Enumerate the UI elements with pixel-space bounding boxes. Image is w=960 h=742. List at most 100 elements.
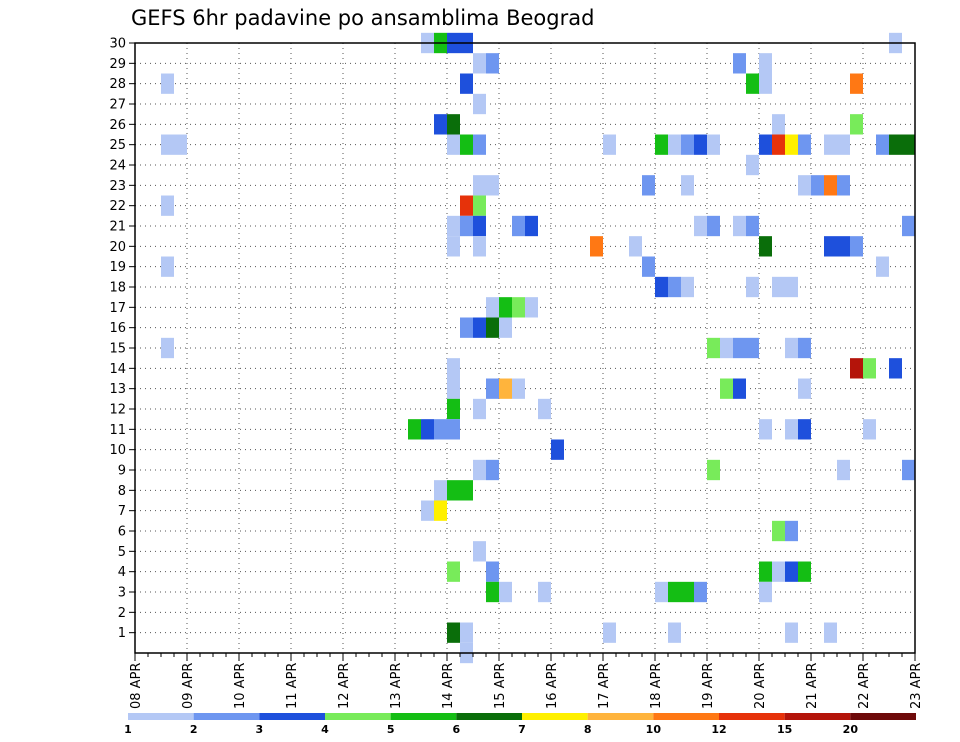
precip-cell	[486, 53, 499, 74]
y-tick-label: 9	[118, 464, 126, 479]
precip-cell	[421, 419, 434, 440]
precip-cell	[902, 215, 915, 237]
precip-cell	[447, 378, 460, 399]
precip-cell	[512, 297, 525, 318]
precip-cell	[759, 53, 772, 74]
y-tick-label: 20	[109, 240, 126, 255]
x-tick-label: 19 APR	[701, 663, 716, 709]
precip-cell	[889, 134, 902, 155]
precip-cell	[746, 276, 759, 298]
precip-cell	[486, 175, 499, 196]
y-tick-label: 23	[109, 179, 126, 194]
precip-cell	[798, 134, 811, 155]
y-tick-label: 19	[109, 260, 126, 275]
precip-cell	[447, 480, 460, 501]
precip-cell	[668, 134, 681, 155]
precip-cell	[707, 215, 720, 237]
precip-cell	[512, 215, 525, 237]
y-tick-label: 15	[109, 342, 126, 357]
precip-cell	[746, 337, 759, 359]
precip-cell	[772, 114, 785, 135]
precip-cell	[447, 134, 460, 155]
x-tick-label: 10 APR	[233, 663, 248, 709]
legend-swatch	[456, 713, 522, 720]
precip-cell	[460, 215, 473, 237]
precip-cell	[447, 114, 460, 135]
precip-cell	[473, 398, 486, 420]
precip-cell	[447, 215, 460, 237]
precip-cell	[837, 236, 850, 257]
y-tick-label: 28	[109, 77, 126, 92]
precip-cell	[759, 561, 772, 582]
precip-cell	[824, 134, 837, 155]
precip-cell	[772, 276, 785, 298]
precip-cell	[850, 114, 863, 135]
precip-cell	[460, 195, 473, 216]
precip-cell	[486, 317, 499, 338]
precip-cell	[499, 581, 512, 603]
precip-cell	[473, 317, 486, 338]
x-tick-label: 15 APR	[493, 663, 508, 709]
legend-swatch	[653, 713, 719, 720]
precip-cell	[603, 622, 616, 643]
precip-cell	[876, 256, 889, 277]
y-tick-label: 21	[109, 220, 126, 235]
legend-label: 3	[256, 723, 264, 736]
legend-label: 6	[453, 723, 461, 736]
legend-swatch	[193, 713, 260, 720]
y-tick-label: 4	[118, 565, 126, 580]
x-tick-label: 09 APR	[181, 663, 196, 709]
x-tick-label: 14 APR	[441, 663, 456, 709]
legend-swatch	[259, 713, 325, 720]
precip-cell	[824, 236, 837, 257]
legend-swatch	[128, 713, 194, 720]
precip-cell	[798, 378, 811, 399]
precip-cell	[408, 419, 421, 440]
precip-cell	[746, 154, 759, 176]
precip-cell	[460, 134, 473, 155]
precip-cell	[551, 439, 564, 460]
precip-cell	[681, 134, 694, 155]
precip-cell	[785, 419, 798, 440]
chart-title: GEFS 6hr padavine po ansamblima Beograd	[131, 6, 594, 30]
precip-cell	[473, 459, 486, 481]
precip-cell	[161, 337, 174, 359]
precip-cell	[460, 317, 473, 338]
precip-cell	[824, 622, 837, 643]
precip-cell	[850, 236, 863, 257]
precip-cell	[863, 419, 876, 440]
precip-cell	[668, 622, 681, 643]
legend-swatch	[850, 713, 916, 720]
y-tick-label: 18	[109, 281, 126, 296]
y-tick-label: 29	[109, 57, 126, 72]
color-legend: 1 2 3 4 5 6 7 8 10 12 15 20	[124, 713, 916, 736]
x-tick-label: 21 APR	[805, 663, 820, 709]
precip-cell	[538, 398, 551, 420]
x-tick-label: 16 APR	[545, 663, 560, 709]
x-axis: 08 APR 09 APR 10 APR 11 APR 12 APR 13 APR 14 A…	[129, 653, 924, 709]
precip-cell	[499, 317, 512, 338]
data-cells	[161, 32, 915, 664]
precip-cell	[603, 134, 616, 155]
precip-cell	[174, 134, 187, 155]
y-tick-label: 30	[109, 37, 126, 52]
precip-cell	[772, 561, 785, 582]
legend-label: 4	[321, 723, 329, 736]
precip-cell	[837, 134, 850, 155]
precip-cell	[785, 134, 798, 155]
y-tick-label: 13	[109, 382, 126, 397]
precip-cell	[681, 175, 694, 196]
precip-cell	[655, 134, 668, 155]
precip-cell	[902, 459, 915, 481]
precip-cell	[759, 236, 772, 257]
y-tick-label: 11	[109, 423, 126, 438]
precip-cell	[811, 175, 824, 196]
precip-cell	[785, 276, 798, 298]
legend-swatch	[719, 713, 785, 720]
y-tick-label: 6	[118, 525, 126, 540]
y-axis: 1234567891011121314151617181920212223242…	[109, 37, 135, 641]
precip-cell	[746, 215, 759, 237]
precip-cell	[512, 378, 525, 399]
y-tick-label: 27	[109, 98, 126, 113]
precip-cell	[798, 337, 811, 359]
